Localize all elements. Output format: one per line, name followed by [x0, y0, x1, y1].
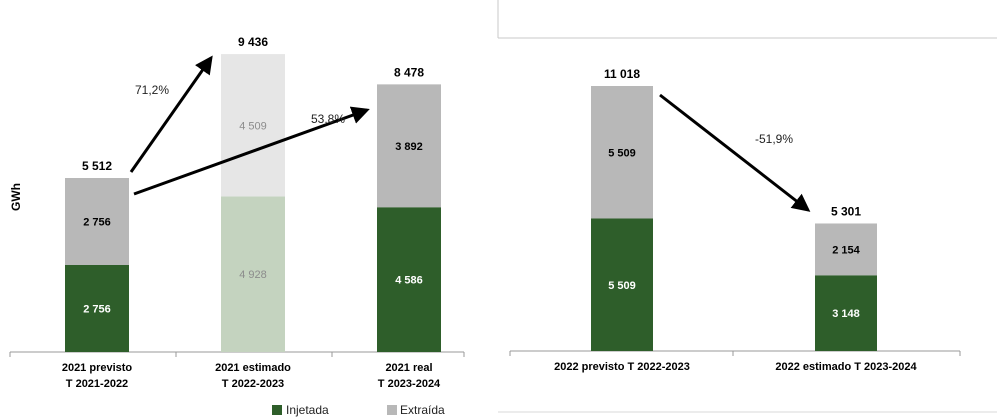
y-axis-label: GWh	[9, 183, 23, 211]
legend-swatch-extraida	[387, 405, 397, 415]
segment-label-extraida-right-1: 5 509	[608, 147, 636, 159]
segment-label-extraida-left-2: 4 509	[239, 120, 267, 132]
legend-label-injetada: Injetada	[286, 403, 329, 417]
segment-label-extraida-left-3: 3 892	[395, 141, 423, 153]
bar-injetada-left-3	[377, 207, 441, 352]
segment-label-injetada-left-2: 4 928	[239, 269, 267, 281]
bar-extraida-left-2	[221, 54, 285, 197]
legend: Injetada Extraída	[272, 403, 445, 417]
total-label-right-1: 11 018	[604, 67, 640, 81]
x-tick-label-left-2: 2021 estimado T 2022-2023	[215, 362, 291, 390]
x-tick-label-left-1: 2021 previsto T 2021-2022	[62, 362, 133, 390]
bar-injetada-left-2	[221, 196, 285, 352]
segment-label-injetada-left-3: 4 586	[395, 275, 423, 287]
chart-right: 5 509 5 509 3 148 2 154 11 018 5 301 2022 pr…	[509, 67, 961, 373]
annotation-growth-2: 53,8%	[311, 112, 345, 126]
bar-extraida-left-1	[65, 178, 129, 265]
x-tick-label-right-1: 2022 previsto T 2022-2023	[554, 361, 690, 373]
legend-swatch-injetada	[272, 405, 282, 415]
total-label-left-2: 9 436	[238, 35, 268, 49]
chart-left: 2 756 2 756 4 928 4 509 4 586 3 892 5 512 9 43…	[9, 35, 465, 390]
segment-label-injetada-left-1: 2 756	[83, 304, 111, 316]
bar-extraida-right-2	[815, 223, 877, 276]
decline-arrow	[659, 93, 811, 212]
bar-extraida-right-1	[591, 86, 653, 219]
legend-label-extraida: Extraída	[400, 403, 445, 417]
bar-injetada-right-1	[591, 218, 653, 351]
bar-extraida-left-3	[377, 84, 441, 208]
total-label-left-1: 5 512	[82, 159, 112, 173]
total-label-left-3: 8 478	[394, 65, 424, 79]
bar-injetada-left-1	[65, 265, 129, 352]
segment-label-injetada-right-1: 5 509	[608, 280, 636, 292]
segment-label-extraida-right-2: 2 154	[832, 244, 860, 256]
annotation-growth-1: 71,2%	[135, 83, 169, 97]
growth-arrow-2	[133, 106, 370, 196]
annotation-decline: -51,9%	[755, 132, 793, 146]
segment-label-extraida-left-1: 2 756	[83, 217, 111, 229]
segment-label-injetada-right-2: 3 148	[832, 308, 860, 320]
growth-arrow-1	[129, 55, 213, 173]
x-tick-label-right-2: 2022 estimado T 2023-2024	[775, 361, 917, 373]
x-tick-label-left-3: 2021 real T 2023-2024	[378, 362, 441, 390]
total-label-right-2: 5 301	[831, 204, 861, 218]
bar-injetada-right-2	[815, 275, 877, 351]
